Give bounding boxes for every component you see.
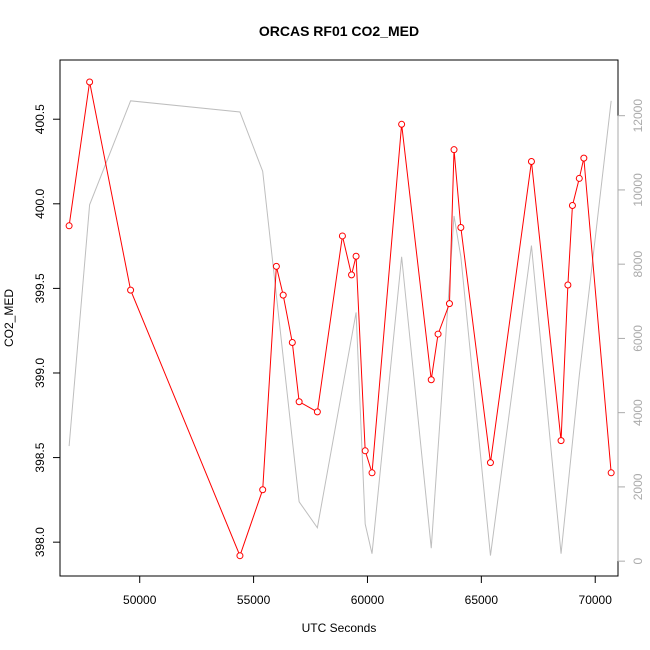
co2-point — [352, 252, 360, 260]
co2-point — [348, 271, 356, 279]
co2-point — [486, 459, 494, 467]
co2-point — [259, 486, 267, 494]
y2-tick-label: 0 — [631, 557, 645, 564]
y-tick-label: 398.0 — [33, 527, 47, 557]
co2-point — [575, 174, 583, 182]
chart-title: ORCAS RF01 CO2_MED — [259, 23, 419, 39]
co2-point — [127, 286, 135, 294]
co2-point — [427, 376, 435, 384]
co2-point — [434, 330, 442, 338]
x-tick-label: 60000 — [351, 593, 385, 607]
y2-tick-label: 6000 — [631, 325, 645, 352]
co2-point — [65, 222, 73, 230]
altitude-series — [68, 100, 612, 556]
x-tick-label: 50000 — [123, 593, 157, 607]
y-tick-label: 398.5 — [33, 442, 47, 472]
co2-point — [557, 437, 565, 445]
co2-point — [338, 232, 346, 240]
co2-point — [295, 398, 303, 406]
y2-tick-label: 2000 — [631, 473, 645, 500]
y2-tick-label: 8000 — [631, 251, 645, 278]
y-tick-label: 399.0 — [33, 358, 47, 388]
y-axis-right: 0 2000 4000 6000 8000 10000 12000 — [617, 99, 645, 564]
co2-point — [398, 120, 406, 128]
co2-point — [527, 158, 535, 166]
x-axis-label: UTC Seconds — [302, 621, 377, 635]
co2-point — [450, 146, 458, 154]
altitude-line — [68, 100, 612, 556]
co2-point — [568, 202, 576, 209]
x-axis: 50000 55000 60000 65000 70000 — [123, 575, 613, 607]
co2-point — [368, 469, 376, 477]
co2-line — [68, 81, 612, 558]
x-tick-label: 55000 — [237, 593, 271, 607]
co2-point — [279, 291, 287, 299]
y2-tick-label: 10000 — [631, 173, 645, 207]
y2-tick-label: 4000 — [631, 399, 645, 426]
co2-point — [313, 408, 321, 416]
co2-point — [86, 78, 94, 86]
y-axis-left: 398.0 398.5 399.0 399.5 400.0 400.5 — [33, 104, 61, 557]
co2-point — [236, 552, 244, 560]
y-tick-label: 399.5 — [33, 273, 47, 303]
co2-point — [580, 154, 588, 162]
x-tick-label: 70000 — [579, 593, 613, 607]
y-tick-label: 400.5 — [33, 104, 47, 134]
x-tick-label: 65000 — [465, 593, 499, 607]
co2-point — [361, 447, 369, 455]
co2-point — [607, 469, 615, 477]
co2-point — [272, 262, 280, 270]
y-axis-label: CO2_MED — [2, 289, 16, 347]
co2-point — [288, 339, 296, 347]
co2-series — [65, 78, 615, 560]
plot-frame — [59, 59, 619, 577]
y-tick-label: 400.0 — [33, 188, 47, 218]
co2-point — [564, 281, 572, 289]
co2-point — [457, 223, 465, 231]
y2-tick-label: 12000 — [631, 99, 645, 133]
co2-point — [445, 300, 453, 308]
